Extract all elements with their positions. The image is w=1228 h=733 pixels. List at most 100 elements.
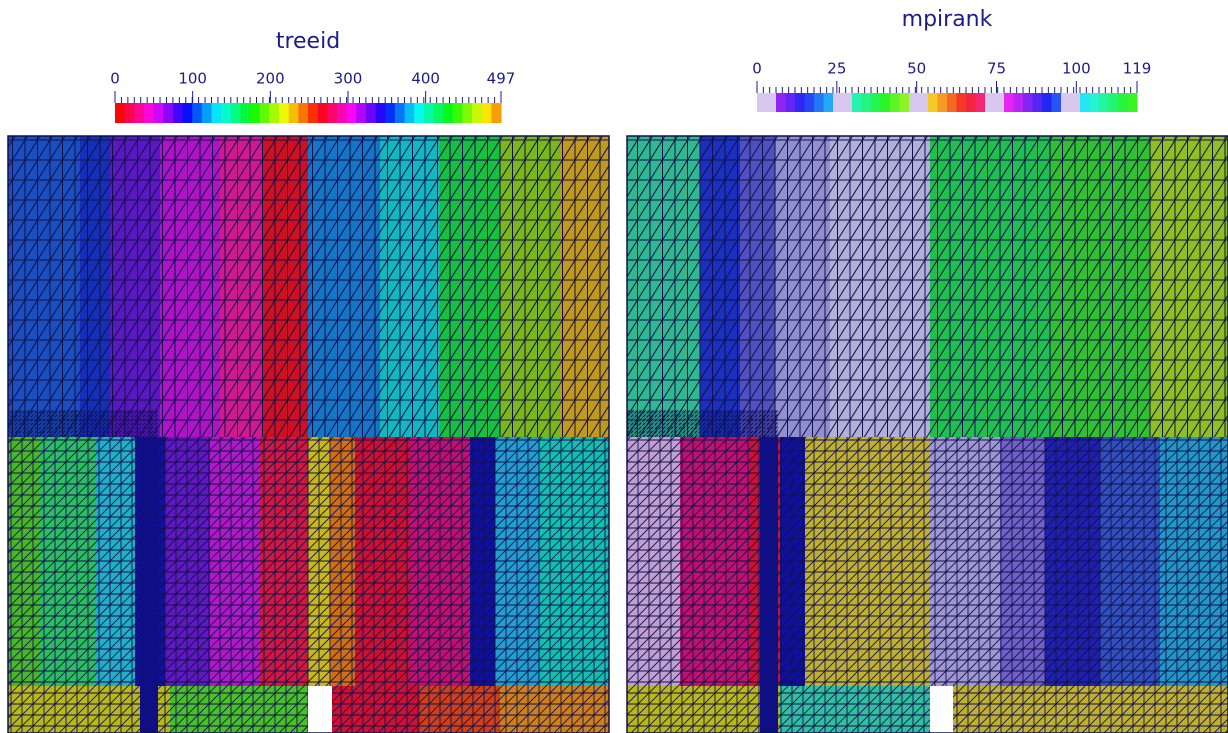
colorbar-swatch [1080, 93, 1090, 112]
mesh-grid [8, 136, 609, 437]
colorbar-swatch [134, 103, 145, 123]
colorbar-swatch [1127, 93, 1138, 112]
colorbar-swatch [918, 93, 929, 112]
colorbar-swatch [909, 93, 919, 112]
mesh-refined-grid [760, 437, 778, 733]
colorbar-swatch [947, 93, 957, 112]
colorbar-tick-label: 25 [827, 60, 846, 78]
colorbar-tick-label: 400 [411, 70, 440, 88]
mesh-grid [8, 437, 609, 686]
colorbar-swatch [433, 103, 444, 123]
colorbar-swatch [375, 103, 386, 123]
colorbar-swatch [414, 103, 425, 123]
colorbar-swatch [230, 103, 241, 123]
colorbar-swatch [1108, 93, 1119, 112]
colorbar-swatch [365, 103, 377, 123]
colorbar-swatch [1070, 93, 1081, 112]
colorbar-swatch [852, 93, 862, 112]
panel: treeid 0 100 200 300 400 497 [7, 29, 610, 733]
colorbar-swatch [394, 103, 405, 123]
colorbar-tick-label: 200 [256, 70, 285, 88]
colorbar-swatch [288, 103, 299, 123]
colorbar-tick-label: 119 [1123, 60, 1152, 78]
colorbar-swatch [776, 93, 786, 112]
colorbar-swatch [211, 103, 222, 123]
colorbar-swatch [356, 103, 367, 123]
colorbar-swatch [327, 103, 338, 123]
colorbar-tick-label: 0 [752, 60, 762, 78]
colorbar-swatch [221, 103, 232, 123]
mesh-border [626, 135, 1228, 733]
colorbar-tick-label: 100 [178, 70, 207, 88]
colorbar-swatch [192, 103, 203, 123]
colorbar-swatch [833, 93, 843, 112]
colorbar-swatch [975, 93, 986, 112]
colorbar-swatch [937, 93, 948, 112]
colorbar-swatch [163, 103, 174, 123]
colorbar-swatch [269, 103, 280, 123]
colorbar-swatch [823, 93, 834, 112]
colorbar-swatch [385, 103, 396, 123]
mesh-grid [627, 136, 1228, 437]
colorbar-tick-label: 0 [110, 70, 120, 88]
colorbar-swatch [795, 93, 805, 112]
mesh-gap [930, 686, 953, 733]
colorbar-swatch [928, 93, 938, 112]
mesh-refined-top [627, 410, 778, 437]
colorbar-swatch [153, 103, 164, 123]
colorbar-swatch [298, 103, 309, 123]
colorbar-swatch [443, 103, 454, 123]
colorbar-swatch [757, 93, 767, 112]
colorbar-swatch [182, 103, 193, 123]
colorbar-swatch [956, 93, 967, 112]
colorbar-swatch [814, 93, 824, 112]
colorbar-swatch [1118, 93, 1128, 112]
colorbar-swatch [966, 93, 976, 112]
colorbar-swatch [336, 103, 348, 123]
colorbar-swatch [491, 103, 502, 123]
colorbar-swatch [240, 103, 251, 123]
colorbar-swatch [279, 103, 290, 123]
colorbar-swatch [899, 93, 910, 112]
colorbar-swatch [201, 103, 212, 123]
mesh-refined-grid [140, 437, 158, 733]
colorbar-swatch [172, 103, 184, 123]
colorbar-tick-label: 497 [487, 70, 516, 88]
colorbar-swatch [842, 93, 853, 112]
colorbar-swatch [259, 103, 270, 123]
colorbar-swatch [317, 103, 328, 123]
colorbar-swatch [1099, 93, 1109, 112]
panel-title: treeid [276, 29, 340, 54]
colorbar-swatch [1042, 93, 1052, 112]
colorbar-swatch [785, 93, 796, 112]
colorbar-swatch [1023, 93, 1033, 112]
colorbar-swatch [462, 103, 473, 123]
colorbar-swatch [115, 103, 126, 123]
colorbar-swatch [423, 103, 434, 123]
colorbar-tick-label: 100 [1062, 60, 1091, 78]
colorbar-swatch [1004, 93, 1014, 112]
colorbar-swatch [250, 103, 261, 123]
colorbar-swatch [871, 93, 881, 112]
colorbar-swatch [985, 93, 995, 112]
colorbar-tick-label: 300 [334, 70, 363, 88]
colorbar-swatch [143, 103, 155, 123]
colorbar-swatch [346, 103, 357, 123]
mesh-gap [308, 686, 332, 733]
colorbar-swatch [124, 103, 135, 123]
colorbar-tick-label: 75 [987, 60, 1006, 78]
colorbar-swatch [890, 93, 900, 112]
colorbar-swatch [766, 93, 777, 112]
mesh-border [7, 135, 610, 733]
colorbar-swatch [861, 93, 872, 112]
colorbar-swatch [994, 93, 1005, 112]
colorbar-tick-label: 50 [907, 60, 926, 78]
colorbar-swatch [481, 103, 492, 123]
panel-title: mpirank [902, 7, 993, 32]
mesh-grid [627, 686, 1228, 733]
mesh-refined-top [8, 410, 158, 437]
mesh-grid [627, 437, 1228, 686]
colorbar-swatch [1061, 93, 1071, 112]
colorbar-swatch [880, 93, 891, 112]
panel: mpirank 0 25 50 75 100 119 [626, 7, 1228, 733]
